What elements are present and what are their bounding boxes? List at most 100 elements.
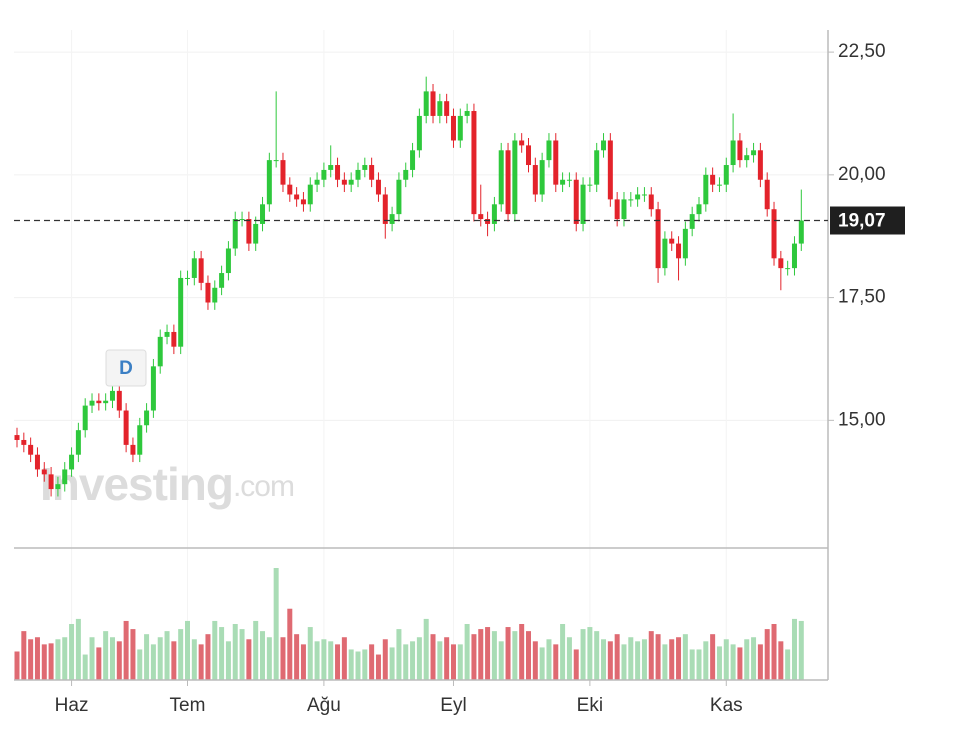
volume-bar <box>682 634 688 680</box>
volume-bar <box>260 631 266 680</box>
candle-body <box>628 199 634 201</box>
volume-bar <box>485 627 491 680</box>
candle-body <box>225 248 231 274</box>
volume-bar <box>566 637 572 680</box>
candle-body <box>396 179 402 215</box>
candle-body <box>341 179 347 185</box>
volume-bar <box>335 644 341 680</box>
candle-body <box>580 184 586 224</box>
candle-body <box>662 238 668 269</box>
candle-body <box>641 194 647 196</box>
candle-body <box>601 140 607 151</box>
candle-body <box>328 165 334 170</box>
volume-bar <box>546 639 552 680</box>
volume-bar <box>389 647 395 680</box>
volume-bar <box>573 649 579 680</box>
volume-bar <box>450 644 456 680</box>
volume-bar <box>689 649 695 680</box>
candle-body <box>587 184 593 186</box>
candle-body <box>109 390 115 401</box>
volume-bar <box>96 647 102 680</box>
volume-bar <box>621 644 627 680</box>
volume-bar <box>710 634 716 680</box>
candle-body <box>546 140 552 161</box>
volume-bar <box>716 646 722 680</box>
candle-body <box>41 469 47 475</box>
volume-bar <box>764 629 770 680</box>
volume-bar <box>403 644 409 680</box>
candle-body <box>266 160 272 205</box>
volume-bar <box>730 644 736 680</box>
volume-bar <box>416 637 422 680</box>
candle-body <box>219 273 225 288</box>
candle-body <box>348 179 354 185</box>
candle-body <box>791 243 797 269</box>
candle-body <box>457 115 463 141</box>
volume-bar <box>157 637 163 680</box>
candle-body <box>369 165 375 180</box>
candle-body <box>710 174 716 185</box>
candle-body <box>260 204 266 224</box>
volume-bar <box>498 641 504 680</box>
volume-bar <box>785 649 791 680</box>
volume-bar <box>553 644 559 680</box>
candle-body <box>696 204 702 215</box>
volume-bar <box>423 618 429 680</box>
volume-bar <box>778 641 784 680</box>
candle-body <box>34 454 40 470</box>
annotation: D <box>119 358 133 379</box>
volume-bar <box>655 634 661 680</box>
volume-bar <box>321 639 327 680</box>
volume-bar <box>601 639 607 680</box>
volume-bar <box>21 631 27 680</box>
volume-bar <box>703 641 709 680</box>
volume-bar <box>219 627 225 680</box>
y-tick-label: 17,50 <box>838 287 886 308</box>
volume-bar <box>478 629 484 680</box>
candle-body <box>655 209 661 269</box>
candle-body <box>294 194 300 200</box>
candle-body <box>703 174 709 205</box>
candle-body <box>137 425 143 455</box>
volume-bar <box>14 651 20 680</box>
candle-body <box>519 140 525 146</box>
candle-body <box>478 214 484 220</box>
candle-body <box>273 160 279 162</box>
volume-bar <box>103 631 109 680</box>
volume-bar <box>560 624 566 680</box>
candle-body <box>560 179 566 185</box>
volume-bar <box>580 629 586 680</box>
volume-bar <box>328 641 334 680</box>
candle-body <box>355 169 361 180</box>
volume-bar <box>266 637 272 680</box>
candle-body <box>246 219 252 244</box>
volume-bar <box>348 649 354 680</box>
candle-body <box>512 140 518 215</box>
candle-body <box>403 169 409 180</box>
candle-body <box>382 194 388 224</box>
volume-bar <box>137 649 143 680</box>
volume-bar <box>362 649 368 680</box>
volume-bar <box>369 644 375 680</box>
volume-bar <box>273 568 279 680</box>
candle-body <box>171 331 177 347</box>
volume-bar <box>737 647 743 680</box>
y-tick-label: 20,00 <box>838 164 886 185</box>
candle-body <box>185 277 190 279</box>
candle-body <box>239 219 245 221</box>
volume-bar <box>696 649 702 680</box>
candle-body <box>485 219 491 224</box>
candle-body <box>464 111 470 116</box>
volume-bar <box>171 641 177 680</box>
volume-bar <box>150 644 156 680</box>
candle-body <box>375 179 381 195</box>
candle-body <box>594 150 600 185</box>
volume-bar <box>82 654 88 680</box>
volume-bar <box>144 634 150 680</box>
candle-body <box>676 243 682 259</box>
annotation-box <box>105 349 147 387</box>
candle-body <box>21 439 27 445</box>
candle-body <box>280 160 286 185</box>
candle-body <box>730 140 736 166</box>
volume-bar <box>396 629 402 680</box>
